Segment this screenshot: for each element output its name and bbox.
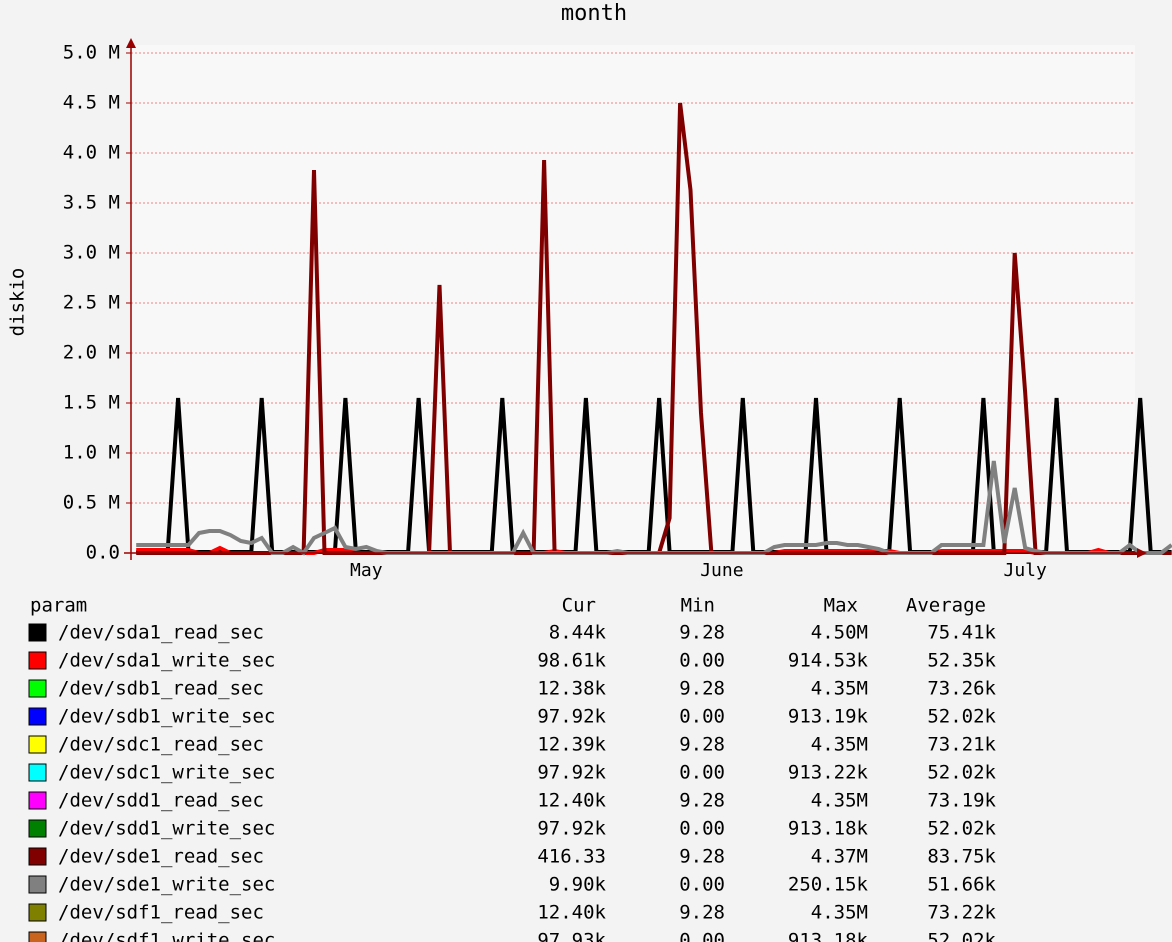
legend-cur: 416.33 bbox=[537, 846, 606, 868]
legend-swatch bbox=[28, 735, 47, 754]
x-arrow bbox=[1137, 548, 1147, 558]
legend-cur: 9.90k bbox=[549, 874, 607, 896]
x-tick-label: May bbox=[350, 560, 383, 581]
legend-max: 250.15k bbox=[788, 874, 869, 896]
legend-average: 73.22k bbox=[927, 902, 996, 924]
legend-min: 0.00 bbox=[679, 762, 725, 784]
legend-max: 913.18k bbox=[788, 818, 869, 840]
y-tick-label: 5.0 M bbox=[63, 42, 120, 64]
legend-average: 52.02k bbox=[927, 818, 996, 840]
legend-average: 73.19k bbox=[927, 790, 996, 812]
chart-title: month bbox=[561, 1, 627, 26]
legend-header: Average bbox=[906, 595, 986, 617]
plot-area bbox=[131, 45, 1135, 553]
legend-cur: 97.93k bbox=[537, 930, 606, 942]
legend-swatch bbox=[28, 651, 47, 670]
legend-max: 913.19k bbox=[788, 706, 869, 728]
y-tick-label: 0.5 M bbox=[63, 492, 120, 514]
legend-swatch bbox=[28, 819, 47, 838]
legend-header: Max bbox=[824, 595, 858, 617]
legend-cur: 97.92k bbox=[537, 762, 606, 784]
legend-min: 0.00 bbox=[679, 930, 725, 942]
legend-average: 52.02k bbox=[927, 762, 996, 784]
legend-min: 0.00 bbox=[679, 706, 725, 728]
legend-name: /dev/sdb1_read_sec bbox=[58, 678, 264, 700]
grid bbox=[131, 52, 1135, 554]
legend-name: /dev/sde1_read_sec bbox=[58, 846, 264, 868]
legend-name: /dev/sda1_read_sec bbox=[58, 622, 264, 644]
legend-swatch bbox=[28, 707, 47, 726]
legend-average: 52.02k bbox=[927, 706, 996, 728]
legend-max: 913.22k bbox=[788, 762, 869, 784]
legend-average: 52.02k bbox=[927, 930, 996, 942]
x-tick-label: July bbox=[1004, 560, 1048, 581]
x-tick-label: June bbox=[700, 560, 743, 581]
y-tick-label: 4.5 M bbox=[63, 92, 120, 114]
y-tick-label: 2.0 M bbox=[63, 342, 120, 364]
legend-max: 914.53k bbox=[788, 650, 869, 672]
legend-name: /dev/sdc1_read_sec bbox=[58, 734, 264, 756]
y-tick-label: 1.0 M bbox=[63, 442, 120, 464]
legend-name: /dev/sde1_write_sec bbox=[58, 874, 275, 896]
legend-max: 4.50M bbox=[811, 622, 868, 644]
legend-swatch bbox=[28, 623, 47, 642]
legend-min: 9.28 bbox=[679, 678, 725, 700]
legend-swatch bbox=[28, 875, 47, 894]
legend-average: 75.41k bbox=[927, 622, 996, 644]
legend-max: 913.18k bbox=[788, 930, 869, 942]
legend-average: 83.75k bbox=[927, 846, 996, 868]
legend-min: 0.00 bbox=[679, 650, 725, 672]
y-axis-label: diskio bbox=[7, 268, 29, 337]
legend-min: 9.28 bbox=[679, 790, 725, 812]
y-arrow bbox=[126, 38, 136, 48]
legend-swatch bbox=[28, 679, 47, 698]
legend-header: Min bbox=[681, 595, 715, 617]
y-tick-label: 4.0 M bbox=[63, 142, 120, 164]
legend-average: 51.66k bbox=[927, 874, 996, 896]
legend-max: 4.35M bbox=[811, 678, 868, 700]
legend-name: /dev/sdf1_read_sec bbox=[58, 902, 264, 924]
y-tick-label: 3.0 M bbox=[63, 242, 120, 264]
legend-max: 4.35M bbox=[811, 902, 868, 924]
legend-name: /dev/sdd1_write_sec bbox=[58, 818, 275, 840]
legend-max: 4.37M bbox=[811, 846, 868, 868]
legend-cur: 97.92k bbox=[537, 706, 606, 728]
legend-cur: 8.44k bbox=[549, 622, 607, 644]
legend-average: 52.35k bbox=[927, 650, 996, 672]
legend-swatch bbox=[28, 931, 47, 942]
legend: param Cur Min Max Average/dev/sda1_read_sec 8… bbox=[28, 595, 997, 942]
legend-average: 73.26k bbox=[927, 678, 996, 700]
legend-max: 4.35M bbox=[811, 734, 868, 756]
legend-min: 0.00 bbox=[679, 818, 725, 840]
legend-cur: 12.40k bbox=[537, 902, 606, 924]
legend-header: param bbox=[30, 595, 87, 617]
legend-swatch bbox=[28, 847, 47, 866]
legend-cur: 12.38k bbox=[537, 678, 606, 700]
legend-cur: 12.39k bbox=[537, 734, 606, 756]
legend-cur: 97.92k bbox=[537, 818, 606, 840]
legend-name: /dev/sdb1_write_sec bbox=[58, 706, 275, 728]
legend-name: /dev/sdd1_read_sec bbox=[58, 790, 264, 812]
legend-cur: 98.61k bbox=[537, 650, 606, 672]
legend-min: 9.28 bbox=[679, 846, 725, 868]
legend-header: Cur bbox=[562, 595, 596, 617]
legend-swatch bbox=[28, 791, 47, 810]
legend-swatch bbox=[28, 763, 47, 782]
legend-swatch bbox=[28, 903, 47, 922]
legend-name: /dev/sdf1_write_sec bbox=[58, 930, 275, 942]
y-tick-label: 2.5 M bbox=[63, 292, 120, 314]
legend-max: 4.35M bbox=[811, 790, 868, 812]
legend-min: 9.28 bbox=[679, 902, 725, 924]
legend-name: /dev/sdc1_write_sec bbox=[58, 762, 275, 784]
y-tick-label: 1.5 M bbox=[63, 392, 120, 414]
legend-average: 73.21k bbox=[927, 734, 996, 756]
legend-min: 0.00 bbox=[679, 874, 725, 896]
legend-cur: 12.40k bbox=[537, 790, 606, 812]
legend-min: 9.28 bbox=[679, 734, 725, 756]
y-tick-label: 3.5 M bbox=[63, 192, 120, 214]
legend-min: 9.28 bbox=[679, 622, 725, 644]
y-tick-label: 0.0 bbox=[86, 542, 120, 564]
legend-name: /dev/sda1_write_sec bbox=[58, 650, 275, 672]
